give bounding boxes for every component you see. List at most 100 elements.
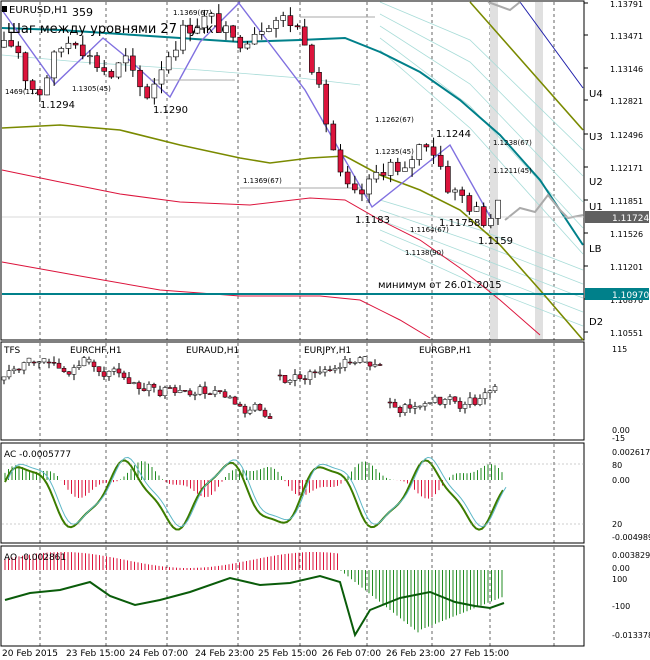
level-name-label: U1 bbox=[589, 202, 603, 213]
level-name-label: LB bbox=[589, 244, 602, 255]
tfs-candle-up bbox=[146, 383, 152, 391]
tfs-candle-up bbox=[427, 402, 433, 404]
time-tick-label: 23 Feb 15:00 bbox=[66, 649, 125, 659]
tfs-candle-up bbox=[227, 396, 233, 399]
tfs-candle-down bbox=[126, 377, 132, 384]
candle-up bbox=[201, 15, 208, 29]
tfs-candle-down bbox=[457, 401, 463, 409]
level-name-label: U4 bbox=[589, 89, 603, 100]
symbol-icon bbox=[2, 6, 7, 12]
time-tick-label: 20 Feb 2015 bbox=[2, 649, 58, 659]
ao-tick-min: -0.013378 bbox=[612, 631, 650, 640]
tfs-candle-down bbox=[46, 361, 52, 364]
candle-down bbox=[187, 24, 193, 34]
envelope-upper bbox=[379, 13, 584, 177]
future-projection-top bbox=[487, 1, 521, 12]
main-panel-frame bbox=[0, 0, 585, 341]
candle-down bbox=[352, 183, 358, 191]
tfs-candle-up bbox=[432, 396, 438, 403]
tfs-candle-up bbox=[111, 368, 117, 372]
price-tick-label: 1.13791 bbox=[610, 0, 643, 9]
envelope-upper bbox=[379, 25, 584, 203]
tfs-candle-up bbox=[252, 404, 258, 411]
tfs-candle-down bbox=[472, 397, 478, 405]
tfs-candle-up bbox=[1, 376, 7, 381]
candle-up bbox=[115, 62, 122, 78]
candle-down bbox=[130, 55, 136, 71]
future-zone-2 bbox=[535, 2, 543, 339]
candle-up bbox=[387, 161, 394, 176]
tfs-candle-down bbox=[207, 393, 213, 395]
tfs-candle-up bbox=[467, 397, 473, 405]
candle-up bbox=[65, 42, 72, 49]
candle-down bbox=[344, 171, 351, 185]
price-axis: 1.13791 1.13471 1.13146 1.12821 1.12496 1.121… bbox=[584, 0, 643, 338]
candle-up bbox=[280, 15, 287, 21]
tfs-candle-up bbox=[81, 357, 87, 367]
ac-tick-80: 80 bbox=[612, 461, 622, 470]
candle-up bbox=[258, 31, 265, 35]
candle-down bbox=[137, 69, 143, 88]
candle-up bbox=[1, 40, 7, 48]
candle-up bbox=[251, 33, 258, 45]
candle-up bbox=[473, 206, 480, 212]
candle-down bbox=[323, 83, 329, 125]
envelope-lower bbox=[379, 219, 584, 299]
tfs-tick-bottom: -15 bbox=[612, 434, 625, 443]
tfs-candle-down bbox=[172, 387, 178, 393]
tfs-candle-up bbox=[482, 392, 488, 399]
tfs-candle-down bbox=[367, 361, 373, 367]
tfs-candle-up bbox=[212, 390, 218, 395]
candle-up bbox=[173, 49, 179, 58]
price-annotation: 1.1294 bbox=[40, 100, 75, 111]
tfs-candle-down bbox=[297, 374, 303, 379]
ac-panel-frame bbox=[0, 442, 585, 544]
candle-up bbox=[51, 51, 57, 79]
candle-down bbox=[359, 189, 365, 195]
price-tick-label: 1.12496 bbox=[610, 131, 643, 140]
candle-down bbox=[287, 15, 294, 27]
tfs-candle-down bbox=[302, 378, 308, 380]
time-axis: 20 Feb 2015 23 Feb 15:00 24 Feb 07:00 24 Fe… bbox=[2, 649, 509, 659]
price-tick-label: 1.12171 bbox=[610, 164, 643, 173]
candle-down bbox=[445, 166, 451, 193]
tfs-candle-up bbox=[292, 374, 298, 381]
tfs-candle-up bbox=[442, 399, 448, 405]
candle-up bbox=[488, 218, 494, 226]
tfs-candle-up bbox=[197, 386, 203, 395]
price-tick-label: 1.11526 bbox=[610, 230, 643, 239]
tfs-candle-down bbox=[202, 386, 208, 394]
ao-panel-frame bbox=[0, 545, 585, 647]
envelope-upper bbox=[379, 49, 584, 255]
symbol-label: EURUSD,H1 bbox=[9, 5, 68, 16]
tfs-candle-down bbox=[217, 390, 223, 392]
candle-down bbox=[237, 36, 244, 49]
candle-up bbox=[87, 55, 93, 58]
ac-name: AC -0.0005777 bbox=[4, 450, 71, 460]
tfs-candle-down bbox=[66, 371, 72, 375]
price-tick-label: 1.11201 bbox=[610, 263, 643, 272]
tfs-candle-up bbox=[477, 398, 483, 405]
price-annotation: 1.1262(67) bbox=[375, 116, 414, 124]
tfs-candle-down bbox=[327, 369, 333, 371]
tfs-panel bbox=[1, 356, 498, 419]
candle-down bbox=[459, 189, 466, 196]
tfs-candle-down bbox=[151, 383, 157, 388]
olive-channel-line bbox=[469, 1, 584, 131]
candle-down bbox=[337, 149, 344, 173]
tfs-candle-up bbox=[332, 368, 338, 371]
ao-tick-max: 0.003829 bbox=[612, 551, 650, 560]
price-annotation: 1.1183 bbox=[355, 215, 390, 226]
time-tick-label: 25 Feb 15:00 bbox=[258, 649, 317, 659]
tfs-candle-down bbox=[347, 361, 353, 364]
candle-down bbox=[101, 67, 108, 72]
tfs-candle-up bbox=[402, 404, 408, 414]
price-tick-label: 1.10876 bbox=[610, 296, 643, 305]
tfs-candle-up bbox=[372, 364, 378, 367]
tfs-candle-down bbox=[387, 401, 393, 404]
ac-tick-min: -0.004989 bbox=[612, 533, 650, 542]
tfs-candle-down bbox=[237, 403, 243, 407]
tfs-candle-up bbox=[322, 369, 328, 373]
candle-up bbox=[180, 24, 186, 51]
tfs-candle-down bbox=[392, 401, 398, 408]
